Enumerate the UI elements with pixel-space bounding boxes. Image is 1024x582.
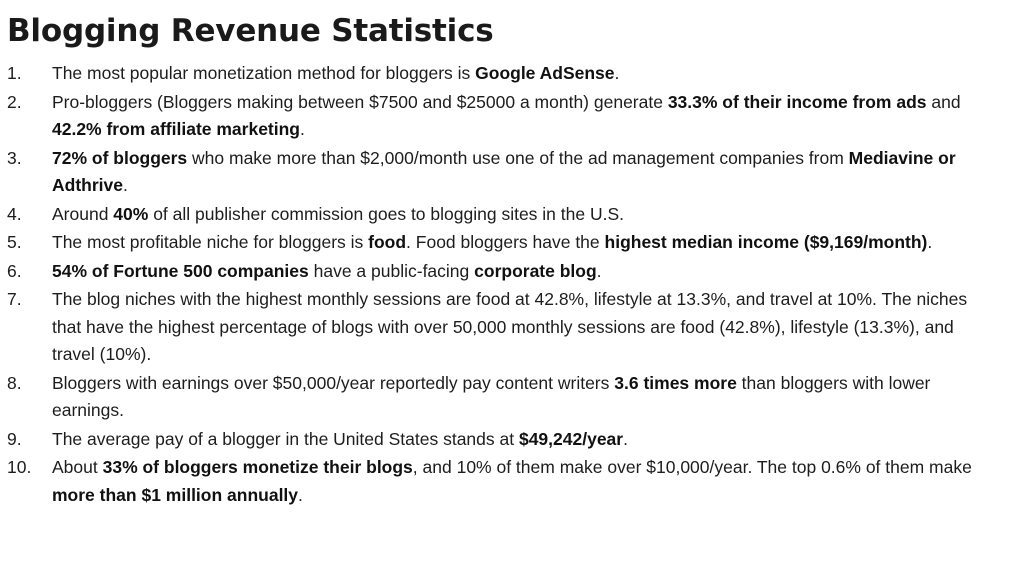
list-item-number: 5. — [7, 232, 22, 252]
page-title: Blogging Revenue Statistics — [7, 13, 494, 49]
list-item-number: 1. — [7, 63, 22, 83]
text-segment: of all publisher commission goes to blog… — [148, 203, 624, 224]
list-item: 1. The most popular monetization method f… — [7, 60, 1000, 88]
text-segment: , and 10% of them make over $10,000/year… — [412, 457, 972, 477]
list-item-number: 7. — [7, 289, 22, 309]
highlighted-statistic: food — [368, 232, 407, 252]
text-segment: The most profitable niche for bloggers i… — [52, 232, 369, 252]
text-segment: . — [300, 119, 305, 139]
text-segment: who make more than $2,000/month use one … — [187, 147, 849, 168]
list-item-text: 54% of Fortune 500 companies have a publ… — [52, 258, 987, 286]
text-segment: . — [614, 63, 620, 83]
text-segment: Around — [52, 203, 114, 224]
text-segment: About — [52, 457, 103, 477]
list-item-number: 9. — [7, 428, 22, 449]
list-item-number: 2. — [7, 91, 22, 112]
list-item: 7. The blog niches with the highest month… — [7, 286, 1000, 369]
highlighted-statistic: more than $1 million annually — [52, 484, 299, 505]
highlighted-statistic: highest median income ($9,169/month) — [604, 232, 928, 252]
list-item-text: 72% of bloggers who make more than $2,00… — [52, 145, 987, 200]
list-item: 2. Pro-bloggers (Bloggers making between … — [7, 89, 1000, 144]
list-item: 5. The most profitable niche for bloggers… — [7, 229, 1000, 257]
text-segment: . — [927, 232, 933, 252]
text-segment: Pro-bloggers (Bloggers making between $7… — [52, 91, 668, 112]
highlighted-statistic: 3.6 times more — [614, 372, 737, 393]
list-item-text: The average pay of a blogger in the Unit… — [52, 426, 987, 454]
highlighted-statistic: 42.2% from affiliate marketing — [52, 119, 300, 139]
highlighted-statistic: Mediavine or Adthrive — [52, 147, 956, 196]
text-segment: The most popular monetization method for… — [52, 63, 476, 83]
list-item: 8. Bloggers with earnings over $50,000/ye… — [7, 370, 1000, 425]
list-item-number: 8. — [7, 372, 22, 393]
list-item-text: The blog niches with the highest monthly… — [52, 286, 987, 369]
text-segment: The average pay of a blogger in the Unit… — [52, 428, 519, 449]
list-item-number: 6. — [7, 260, 22, 281]
text-segment: The blog niches with the highest monthly… — [52, 289, 968, 364]
list-item: 3. 72% of bloggers who make more than $2,… — [7, 145, 1000, 200]
text-segment: . — [596, 260, 602, 281]
text-segment: than bloggers with lower earnings. — [52, 372, 931, 421]
list-item-text: About 33% of bloggers monetize their blo… — [52, 454, 987, 509]
highlighted-statistic: Google AdSense — [475, 63, 615, 83]
text-segment: . Food bloggers have the — [406, 232, 605, 252]
highlighted-statistic: 33.3% of their income from ads — [667, 91, 927, 112]
list-item-number: 10. — [7, 457, 32, 477]
highlighted-statistic: 72% of bloggers — [52, 147, 188, 168]
text-segment: . — [122, 175, 128, 195]
list-item: 6. 54% of Fortune 500 companies have a pu… — [7, 258, 1000, 286]
text-segment: . — [623, 428, 628, 449]
list-item-text: Around 40% of all publisher commission g… — [52, 201, 987, 229]
text-segment: and — [926, 91, 961, 112]
text-segment: . — [298, 484, 303, 505]
list-item-number: 4. — [7, 203, 22, 224]
highlighted-statistic: 54% of Fortune 500 companies — [52, 260, 309, 281]
text-segment: have a public-facing — [308, 260, 475, 281]
list-item-text: Bloggers with earnings over $50,000/year… — [52, 370, 987, 425]
list-item-text: The most popular monetization method for… — [52, 60, 987, 88]
statistics-list: 1. The most popular monetization method f… — [7, 60, 1000, 509]
highlighted-statistic: $49,242/year — [518, 428, 624, 449]
text-segment: Bloggers with earnings over $50,000/year… — [52, 372, 615, 393]
highlighted-statistic: corporate blog — [474, 260, 597, 281]
list-item: 10. About 33% of bloggers monetize their … — [7, 454, 1000, 509]
list-item-number: 3. — [7, 147, 22, 168]
list-item-text: Pro-bloggers (Bloggers making between $7… — [52, 89, 987, 144]
list-item: 9. The average pay of a blogger in the Un… — [7, 426, 1000, 454]
list-item: 4. Around 40% of all publisher commission… — [7, 201, 1000, 229]
highlighted-statistic: 40% — [113, 203, 149, 224]
highlighted-statistic: 33% of bloggers monetize their blogs — [102, 457, 413, 477]
list-item-text: The most profitable niche for bloggers i… — [52, 229, 987, 257]
